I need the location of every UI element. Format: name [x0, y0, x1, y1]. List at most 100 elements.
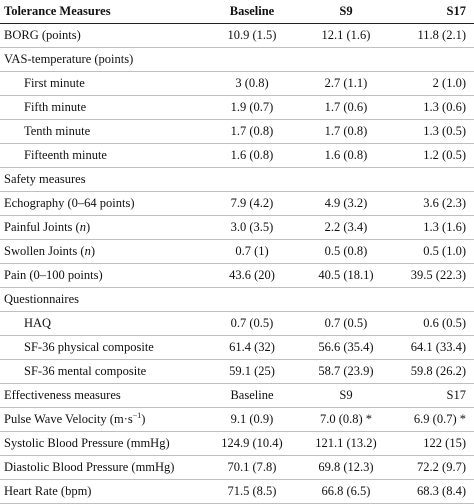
- table-row: SF-36 mental composite 59.1 (25) 58.7 (23.…: [0, 359, 474, 384]
- value-cell: 1.9 (0.7): [205, 95, 299, 120]
- section-row: Safety measures: [0, 167, 474, 192]
- row-label-text: Fifth minute: [24, 100, 87, 114]
- table-row: Heart Rate (bpm) 71.5 (8.5) 66.8 (6.5) 68.3…: [0, 479, 474, 504]
- value-cell: 72.2 (9.7): [393, 455, 474, 480]
- row-label-text: Tenth minute: [24, 124, 91, 138]
- row-label: VAS-temperature (points): [0, 47, 474, 72]
- row-label-text: Pain (0–100 points): [4, 268, 103, 282]
- row-label: SF-36 mental composite: [0, 359, 205, 384]
- table-row: Diastolic Blood Pressure (mmHg) 70.1 (7.8…: [0, 455, 474, 480]
- column-header-s17: S17: [393, 0, 474, 24]
- subheader-cell: S17: [393, 383, 474, 408]
- table-row: Pulse Wave Velocity (m·s−1) 9.1 (0.9) 7.0 …: [0, 407, 474, 432]
- value-cell: 59.8 (26.2): [393, 359, 474, 384]
- row-label: BORG (points): [0, 23, 205, 48]
- value-cell: 64.1 (33.4): [393, 335, 474, 360]
- row-label-text: Diastolic Blood Pressure (mmHg): [4, 460, 175, 474]
- table-row: Swollen Joints (n) 0.7 (1) 0.5 (0.8) 0.5 (1…: [0, 239, 474, 264]
- value-cell: 10.9 (1.5): [205, 23, 299, 48]
- table-row: SF-36 physical composite 61.4 (32) 56.6 (3…: [0, 335, 474, 360]
- value-cell: 43.6 (20): [205, 263, 299, 288]
- value-cell: 3.6 (2.3): [393, 191, 474, 216]
- value-cell: 4.9 (3.2): [299, 191, 393, 216]
- value-cell: 0.5 (1.0): [393, 239, 474, 264]
- row-label-text: SF-36 mental composite: [24, 364, 147, 378]
- row-label: Tenth minute: [0, 119, 205, 144]
- value-cell: 0.7 (0.5): [205, 311, 299, 336]
- row-label-text: BORG (points): [4, 28, 81, 42]
- row-label-unit: n: [84, 244, 91, 258]
- row-label-text: Systolic Blood Pressure (mmHg): [4, 436, 170, 450]
- table-row: Fifteenth minute 1.6 (0.8) 1.6 (0.8) 1.2 (0…: [0, 143, 474, 168]
- value-cell: 1.3 (1.6): [393, 215, 474, 240]
- row-label-text: Effectiveness measures: [4, 388, 121, 402]
- value-cell: 1.6 (0.8): [299, 143, 393, 168]
- row-label: Heart Rate (bpm): [0, 479, 205, 504]
- value-cell: 6.9 (0.7) *: [393, 407, 474, 432]
- value-cell: 59.1 (25): [205, 359, 299, 384]
- value-cell: 7.0 (0.8) *: [299, 407, 393, 432]
- value-cell: 66.8 (6.5): [299, 479, 393, 504]
- value-cell: 1.7 (0.8): [205, 119, 299, 144]
- row-label-text: Painful Joints: [4, 220, 73, 234]
- table-row: BORG (points) 10.9 (1.5) 12.1 (1.6) 11.8 (2…: [0, 23, 474, 48]
- row-label: Systolic Blood Pressure (mmHg): [0, 431, 205, 456]
- value-cell: 1.3 (0.5): [393, 119, 474, 144]
- value-cell: 56.6 (35.4): [299, 335, 393, 360]
- row-label: Fifth minute: [0, 95, 205, 120]
- column-header-baseline: Baseline: [205, 0, 299, 24]
- value-cell: 71.5 (8.5): [205, 479, 299, 504]
- value-cell: 7.9 (4.2): [205, 191, 299, 216]
- row-label: Pulse Wave Velocity (m·s−1): [0, 407, 205, 432]
- value-cell: 61.4 (32): [205, 335, 299, 360]
- value-cell: 2.7 (1.1): [299, 71, 393, 96]
- value-cell: 3.0 (3.5): [205, 215, 299, 240]
- row-label: Diastolic Blood Pressure (mmHg): [0, 455, 205, 480]
- table-row: Painful Joints (n) 3.0 (3.5) 2.2 (3.4) 1.3 …: [0, 215, 474, 240]
- table-row: Pain (0–100 points) 43.6 (20) 40.5 (18.1) 3…: [0, 263, 474, 288]
- value-cell: 39.5 (22.3): [393, 263, 474, 288]
- row-label-text: Fifteenth minute: [24, 148, 107, 162]
- row-label-text: First minute: [24, 76, 85, 90]
- value-cell: 0.6 (0.5): [393, 311, 474, 336]
- value-cell: 0.7 (0.5): [299, 311, 393, 336]
- subheader-cell: Baseline: [205, 383, 299, 408]
- value-cell: 0.5 (0.8): [299, 239, 393, 264]
- value-cell: 0.7 (1): [205, 239, 299, 264]
- row-label: Fifteenth minute: [0, 143, 205, 168]
- row-label: SF-36 physical composite: [0, 335, 205, 360]
- row-label: Effectiveness measures: [0, 383, 205, 408]
- table-row: HAQ 0.7 (0.5) 0.7 (0.5) 0.6 (0.5): [0, 311, 474, 336]
- value-cell: 1.7 (0.8): [299, 119, 393, 144]
- row-label: First minute: [0, 71, 205, 96]
- row-label-text: Echography (0–64 points): [4, 196, 135, 210]
- value-cell: 2 (1.0): [393, 71, 474, 96]
- value-cell: 9.1 (0.9): [205, 407, 299, 432]
- table-row: Tenth minute 1.7 (0.8) 1.7 (0.8) 1.3 (0.5): [0, 119, 474, 144]
- row-label-superscript: −1: [132, 410, 142, 420]
- value-cell: 3 (0.8): [205, 71, 299, 96]
- row-label-text: SF-36 physical composite: [24, 340, 154, 354]
- value-cell: 58.7 (23.9): [299, 359, 393, 384]
- row-label-text: Questionnaires: [4, 292, 79, 306]
- value-cell: 70.1 (7.8): [205, 455, 299, 480]
- column-header-measures: Tolerance Measures: [0, 0, 205, 24]
- row-label: HAQ: [0, 311, 205, 336]
- row-label-tail: ): [141, 412, 146, 426]
- value-cell: 1.2 (0.5): [393, 143, 474, 168]
- row-label: Questionnaires: [0, 287, 474, 312]
- value-cell: 1.6 (0.8): [205, 143, 299, 168]
- row-label: Swollen Joints (n): [0, 239, 205, 264]
- table-header-row: Tolerance Measures Baseline S9 S17: [0, 0, 474, 24]
- value-cell: 2.2 (3.4): [299, 215, 393, 240]
- table-row: Systolic Blood Pressure (mmHg) 124.9 (10.…: [0, 431, 474, 456]
- row-label: Echography (0–64 points): [0, 191, 205, 216]
- value-cell: 40.5 (18.1): [299, 263, 393, 288]
- value-cell: 1.3 (0.6): [393, 95, 474, 120]
- row-label: Painful Joints (n): [0, 215, 205, 240]
- value-cell: 69.8 (12.3): [299, 455, 393, 480]
- row-label: Pain (0–100 points): [0, 263, 205, 288]
- table-body: BORG (points) 10.9 (1.5) 12.1 (1.6) 11.8 (2…: [0, 23, 474, 504]
- row-label-text: Safety measures: [4, 172, 86, 186]
